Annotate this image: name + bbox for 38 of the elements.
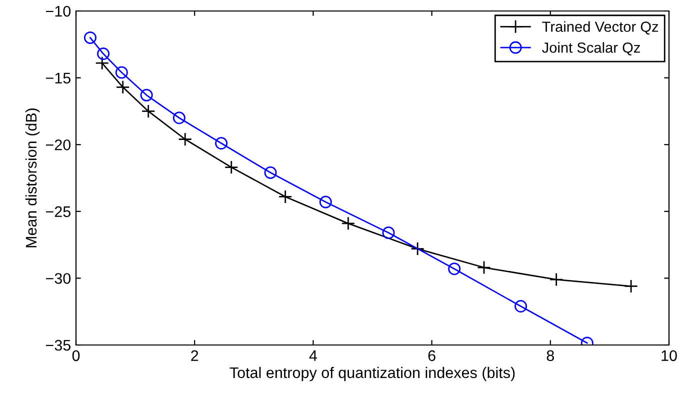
y-tick-label: −10 bbox=[46, 6, 71, 17]
x-tick-label: 0 bbox=[72, 350, 80, 362]
point bbox=[224, 160, 238, 174]
point bbox=[278, 190, 292, 204]
y-tick-label: −30 bbox=[46, 273, 71, 284]
x-tick-label: 8 bbox=[546, 350, 554, 362]
y-tick-label: −15 bbox=[46, 72, 70, 84]
point bbox=[410, 242, 425, 256]
point bbox=[97, 48, 110, 60]
point bbox=[624, 279, 638, 294]
x-tick-label: 10 bbox=[662, 350, 677, 362]
point bbox=[514, 300, 527, 313]
point bbox=[115, 66, 128, 79]
point bbox=[341, 216, 356, 230]
point bbox=[141, 104, 156, 118]
point bbox=[549, 272, 564, 286]
point bbox=[95, 56, 110, 70]
point bbox=[264, 166, 277, 179]
y-tick-label: −20 bbox=[46, 139, 71, 150]
y-tick-label: −25 bbox=[46, 206, 70, 218]
y-axis-title: Mean distorsion (dB) bbox=[25, 108, 40, 248]
point bbox=[319, 196, 332, 208]
point bbox=[172, 112, 186, 124]
point bbox=[116, 80, 130, 94]
x-tick-label: 6 bbox=[428, 350, 436, 362]
x-tick-label: 4 bbox=[309, 350, 317, 361]
x-axis-title: Total entropy of quantization indexes (bits) bbox=[230, 366, 515, 382]
x-tick-label: 2 bbox=[191, 350, 198, 361]
legend-label: Trained Vector Qz bbox=[542, 21, 658, 35]
point bbox=[215, 137, 228, 150]
y-tick-label: −35 bbox=[46, 340, 70, 351]
point bbox=[448, 262, 461, 276]
point bbox=[140, 88, 153, 102]
point bbox=[477, 260, 491, 274]
point bbox=[382, 226, 395, 240]
point bbox=[84, 31, 96, 44]
point bbox=[178, 132, 192, 146]
legend-label: Joint Scalar Qz bbox=[542, 42, 640, 56]
